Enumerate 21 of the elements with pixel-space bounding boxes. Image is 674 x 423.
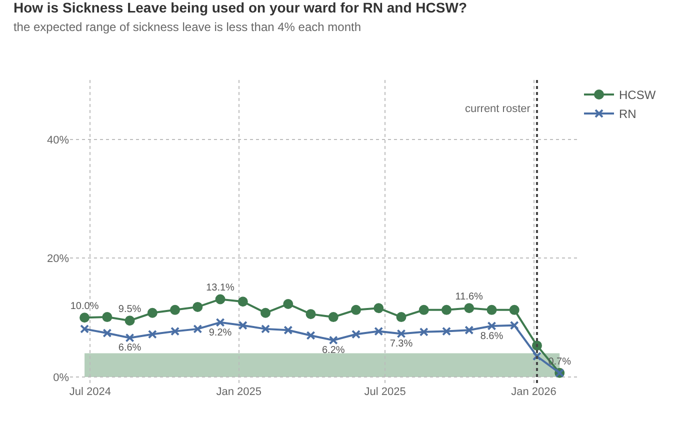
data-label: 13.1% bbox=[206, 282, 235, 294]
legend-label: RN bbox=[619, 107, 636, 122]
data-label: 10.0% bbox=[70, 301, 99, 312]
data-label: 9.5% bbox=[118, 304, 142, 316]
x-tick-label: Jul 2024 bbox=[69, 386, 111, 398]
legend-label: HCSW bbox=[619, 88, 656, 102]
data-label: 6.6% bbox=[118, 342, 142, 354]
ref-line-label: current roster bbox=[465, 103, 531, 115]
data-label: 6.2% bbox=[322, 345, 345, 356]
data-label: 8.6% bbox=[480, 330, 504, 342]
data-label: 7.3% bbox=[390, 338, 413, 350]
data-label: 11.6% bbox=[455, 292, 484, 303]
data-label: 9.2% bbox=[208, 327, 232, 338]
y-tick-label: 0% bbox=[53, 372, 70, 384]
y-tick-label: 40% bbox=[46, 134, 70, 146]
x-tick-label: Jan 2025 bbox=[216, 386, 262, 398]
chart-title: How is Sickness Leave being used on your ward for RN and HCSW? bbox=[13, 0, 468, 16]
chart-subtitle: the expected range of sickness leave is less than 4% each month bbox=[13, 20, 362, 34]
y-tick-label: 20% bbox=[46, 253, 70, 266]
x-tick-label: Jul 2025 bbox=[364, 386, 406, 398]
x-tick-label: Jan 2026 bbox=[511, 386, 556, 398]
